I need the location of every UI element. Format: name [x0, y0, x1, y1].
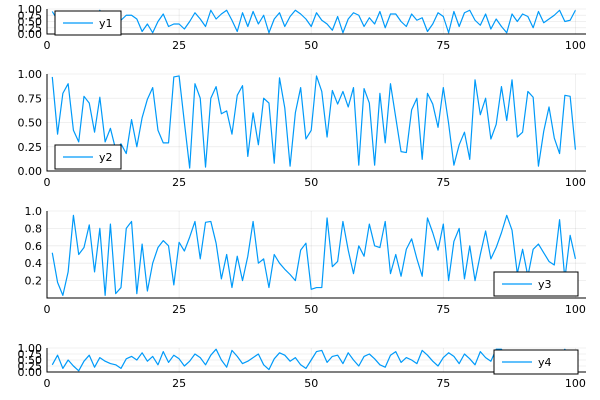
y-tick-label: 0.75	[18, 348, 43, 361]
legend-label: y3	[538, 278, 552, 291]
x-tick-label: 100	[565, 176, 586, 189]
legend-label: y2	[99, 151, 113, 164]
x-tick-label: 75	[436, 176, 450, 189]
y-tick-label: 0.00	[18, 165, 43, 178]
legend: y3	[493, 271, 579, 297]
y-tick-label: 0.00	[18, 28, 43, 41]
y-tick-label: 0.25	[18, 360, 43, 373]
x-tick-label: 0	[44, 303, 51, 316]
y-tick-label: 0.25	[18, 141, 43, 154]
x-tick-label: 0	[44, 39, 51, 52]
y-tick-label: 0.75	[18, 92, 43, 105]
chart-panel-4: 0 25 50 75 100 0.000.250.500.751.00 y4	[18, 342, 586, 390]
axis-spines	[46, 9, 586, 35]
x-tick-label: 50	[304, 176, 318, 189]
y-tick-label: 0.75	[18, 9, 43, 22]
chart-panel-2: 0 25 50 75 100 0.00 0.25 0.50 0.75 1.00 y2	[18, 68, 586, 189]
y-tick-label: 0.6	[25, 240, 43, 253]
y-tick-label: 1.0	[25, 205, 43, 218]
y-tick-label: 0.00	[18, 366, 43, 379]
x-tick-label: 25	[172, 303, 186, 316]
series-line-y1	[51, 9, 576, 34]
legend-label: y4	[538, 356, 552, 369]
x-tick-label: 100	[565, 39, 586, 52]
y-tick-label: 1.00	[18, 3, 43, 16]
x-tick-label: 0	[44, 377, 51, 390]
y-tick-label: 0.4	[25, 257, 43, 270]
y-tick-label: 0.25	[18, 22, 43, 35]
x-tick-label: 100	[565, 377, 586, 390]
x-tick-label: 50	[304, 39, 318, 52]
series-line-y3	[51, 214, 577, 296]
y-tick-label: 0.50	[18, 117, 43, 130]
x-tick-label: 25	[172, 176, 186, 189]
x-tick-label: 75	[436, 303, 450, 316]
y-tick-label: 0.2	[25, 275, 43, 288]
y-tick-label: 0.50	[18, 354, 43, 367]
x-tick-label: 75	[436, 39, 450, 52]
axis-spines	[46, 348, 586, 373]
y-tick-label: 1.00	[18, 342, 43, 355]
y-tick-label: 0.8	[25, 222, 43, 235]
x-tick-label: 25	[172, 39, 186, 52]
axis-spines	[46, 211, 586, 299]
x-tick-label: 50	[304, 377, 318, 390]
x-tick-label: 100	[565, 303, 586, 316]
series-line-y2	[51, 75, 577, 169]
series-line-y4	[51, 348, 576, 372]
chart-panel-1: 0 25 50 75 100 0.000.250.500.751.00 y1	[18, 3, 586, 52]
x-tick-label: 75	[436, 377, 450, 390]
chart-panel-3: 0 25 50 75 100 0.2 0.4 0.6 0.8 1.0 y3	[25, 205, 586, 316]
x-tick-label: 50	[304, 303, 318, 316]
y-tick-label: 1.00	[18, 68, 43, 81]
legend: y4	[493, 349, 579, 375]
legend-label: y1	[99, 17, 113, 30]
legend: y1	[54, 10, 122, 36]
y-tick-label: 0.50	[18, 16, 43, 29]
x-tick-label: 25	[172, 377, 186, 390]
axis-spines	[46, 74, 586, 172]
x-tick-label: 0	[44, 176, 51, 189]
legend: y2	[54, 144, 122, 170]
